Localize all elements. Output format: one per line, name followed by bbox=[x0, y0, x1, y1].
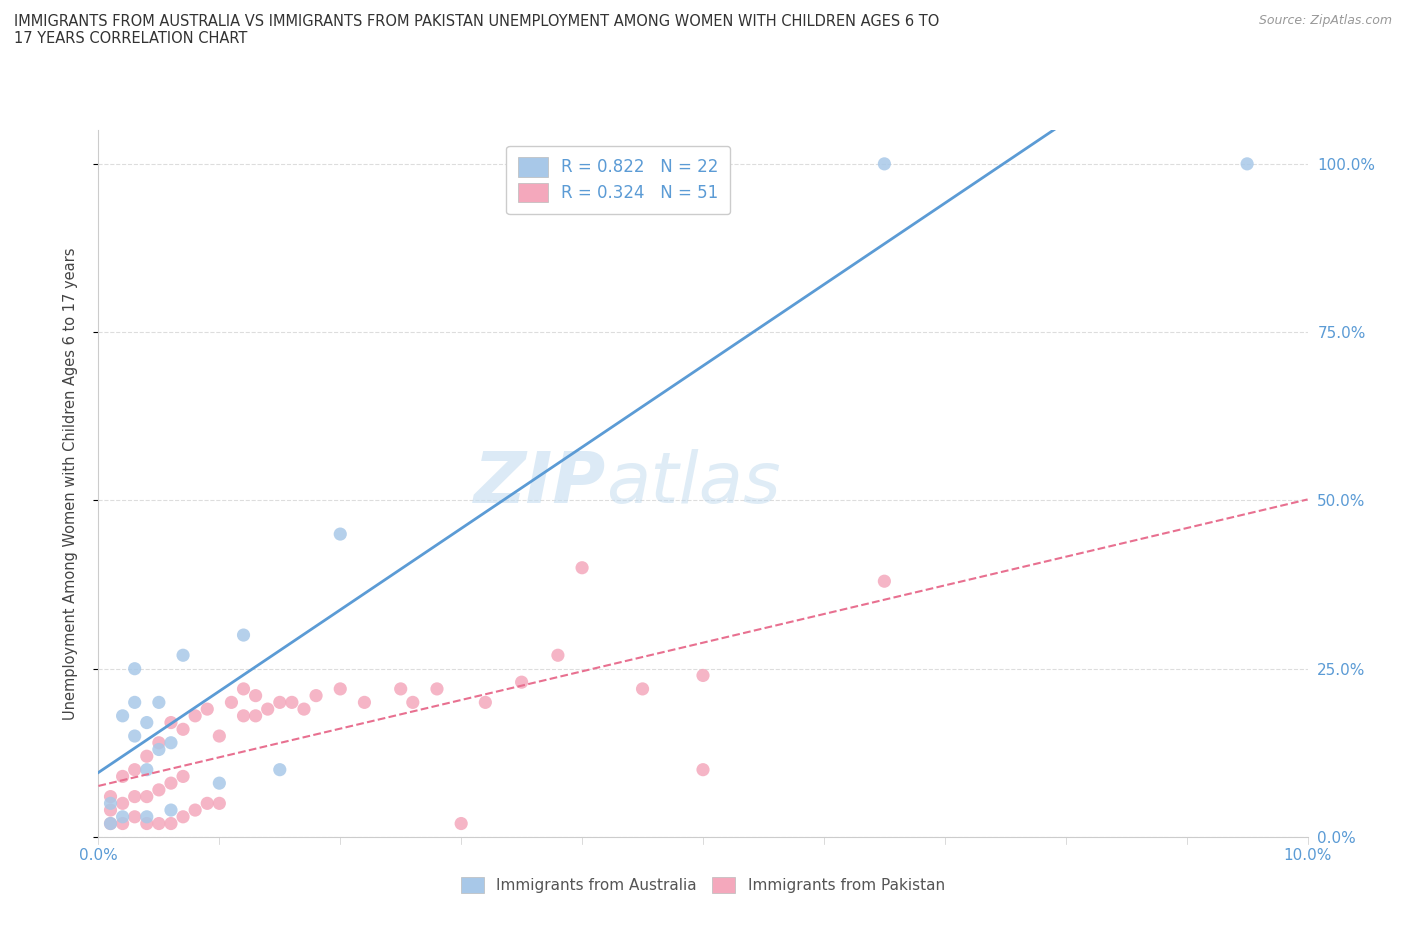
Point bbox=[221, 695, 243, 710]
Text: ZIP: ZIP bbox=[474, 449, 606, 518]
Point bbox=[100, 796, 122, 811]
Point bbox=[111, 796, 134, 811]
Text: IMMIGRANTS FROM AUSTRALIA VS IMMIGRANTS FROM PAKISTAN UNEMPLOYMENT AMONG WOMEN W: IMMIGRANTS FROM AUSTRALIA VS IMMIGRANTS … bbox=[14, 14, 939, 46]
Point bbox=[389, 682, 412, 697]
Point bbox=[160, 736, 183, 751]
Point bbox=[100, 790, 122, 804]
Point bbox=[208, 796, 231, 811]
Point bbox=[195, 701, 218, 716]
Point bbox=[135, 809, 157, 824]
Point bbox=[160, 803, 183, 817]
Point bbox=[148, 817, 170, 831]
Point bbox=[353, 695, 375, 710]
Point bbox=[148, 782, 170, 797]
Point bbox=[184, 709, 207, 724]
Point bbox=[873, 574, 896, 589]
Point bbox=[100, 817, 122, 831]
Point bbox=[208, 776, 231, 790]
Text: 10.0%: 10.0% bbox=[1284, 848, 1331, 863]
Point bbox=[135, 749, 157, 764]
Point bbox=[160, 817, 183, 831]
Point bbox=[402, 695, 425, 710]
Point bbox=[148, 736, 170, 751]
Point bbox=[232, 709, 254, 724]
Point bbox=[111, 817, 134, 831]
Point bbox=[135, 790, 157, 804]
Point bbox=[329, 682, 352, 697]
Point bbox=[450, 817, 472, 831]
Point bbox=[631, 682, 654, 697]
Text: 0.0%: 0.0% bbox=[79, 848, 118, 863]
Point bbox=[245, 688, 267, 703]
Point bbox=[1236, 156, 1258, 171]
Point bbox=[547, 648, 569, 663]
Point bbox=[111, 709, 134, 724]
Point bbox=[111, 809, 134, 824]
Point bbox=[124, 728, 146, 743]
Point bbox=[148, 742, 170, 757]
Point bbox=[305, 688, 328, 703]
Y-axis label: Unemployment Among Women with Children Ages 6 to 17 years: Unemployment Among Women with Children A… bbox=[63, 247, 77, 720]
Point bbox=[232, 682, 254, 697]
Point bbox=[124, 695, 146, 710]
Point bbox=[100, 803, 122, 817]
Legend: Immigrants from Australia, Immigrants from Pakistan: Immigrants from Australia, Immigrants fr… bbox=[456, 870, 950, 899]
Point bbox=[172, 769, 194, 784]
Point bbox=[160, 715, 183, 730]
Point bbox=[160, 776, 183, 790]
Point bbox=[208, 728, 231, 743]
Point bbox=[269, 763, 291, 777]
Point bbox=[184, 803, 207, 817]
Point bbox=[135, 715, 157, 730]
Point bbox=[124, 809, 146, 824]
Point bbox=[329, 526, 352, 541]
Point bbox=[124, 661, 146, 676]
Point bbox=[281, 695, 304, 710]
Point bbox=[245, 709, 267, 724]
Point bbox=[292, 701, 315, 716]
Point bbox=[172, 722, 194, 737]
Point bbox=[692, 763, 714, 777]
Point bbox=[148, 695, 170, 710]
Point bbox=[172, 648, 194, 663]
Point bbox=[100, 817, 122, 831]
Point bbox=[135, 763, 157, 777]
Point bbox=[195, 796, 218, 811]
Point bbox=[124, 790, 146, 804]
Text: atlas: atlas bbox=[606, 449, 780, 518]
Point bbox=[269, 695, 291, 710]
Point bbox=[111, 769, 134, 784]
Point bbox=[873, 156, 896, 171]
Point bbox=[135, 817, 157, 831]
Point bbox=[571, 156, 593, 171]
Point bbox=[571, 560, 593, 575]
Point bbox=[124, 763, 146, 777]
Point bbox=[172, 809, 194, 824]
Point bbox=[474, 695, 496, 710]
Point bbox=[256, 701, 278, 716]
Point bbox=[692, 668, 714, 683]
Point bbox=[426, 682, 449, 697]
Point bbox=[232, 628, 254, 643]
Legend: R = 0.822   N = 22, R = 0.324   N = 51: R = 0.822 N = 22, R = 0.324 N = 51 bbox=[506, 146, 730, 214]
Point bbox=[510, 675, 533, 690]
Text: Source: ZipAtlas.com: Source: ZipAtlas.com bbox=[1258, 14, 1392, 27]
